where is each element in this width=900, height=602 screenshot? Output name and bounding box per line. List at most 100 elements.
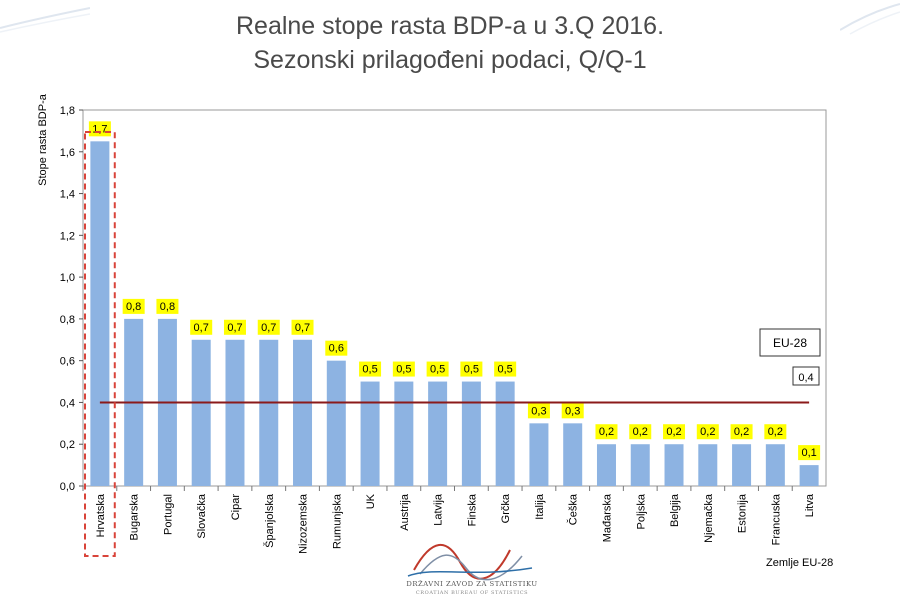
- x-category-label: Španjolska: [263, 493, 276, 548]
- bar: [630, 444, 650, 486]
- data-label-background: [359, 361, 382, 377]
- y-tick-label: 0,8: [60, 314, 75, 326]
- data-label-background: [223, 319, 246, 335]
- x-category-label: Finska: [466, 493, 478, 526]
- bureau-name-hr: DRŽAVNI ZAVOD ZA STATISTIKU: [406, 580, 538, 588]
- bar: [698, 444, 718, 486]
- data-label: 0,3: [565, 405, 580, 417]
- bar: [461, 381, 481, 486]
- data-label-background: [696, 424, 719, 440]
- bar: [326, 360, 346, 486]
- x-category-label: Austrija: [399, 493, 411, 531]
- y-tick-label: 1,0: [60, 272, 75, 284]
- x-category-label: Hrvatska: [95, 493, 107, 537]
- data-label: 0,8: [126, 301, 141, 313]
- bureau-name-en: CROATIAN BUREAU OF STATISTICS: [415, 590, 529, 596]
- x-category-label: Mađarska: [601, 493, 613, 542]
- data-label: 0,5: [498, 364, 513, 376]
- data-label: 0,2: [768, 426, 783, 438]
- highlight-frame: [84, 131, 116, 557]
- bar: [293, 339, 313, 486]
- x-category-label: Njemačka: [703, 493, 715, 543]
- legend-box: [759, 328, 821, 357]
- data-label-background: [426, 361, 449, 377]
- data-label: 0,2: [700, 426, 715, 438]
- bar: [259, 339, 279, 486]
- data-label-background: [730, 424, 753, 440]
- x-category-label: Litva: [804, 493, 816, 517]
- data-label: 0,3: [531, 405, 546, 417]
- data-label: 0,5: [396, 364, 411, 376]
- data-label-background: [595, 424, 618, 440]
- data-label-background: [190, 319, 213, 335]
- data-label: 0,5: [362, 364, 377, 376]
- bar: [495, 381, 515, 486]
- y-tick-label: 0,4: [60, 397, 75, 409]
- data-label-background: [291, 319, 314, 335]
- data-label-background: [527, 403, 550, 419]
- bar: [529, 423, 549, 486]
- x-axis-title: Zemlje EU-28: [766, 557, 834, 569]
- data-label-background: [764, 424, 787, 440]
- data-label-background: [156, 298, 179, 314]
- bar: [394, 381, 414, 486]
- y-tick-label: 1,6: [60, 147, 75, 159]
- y-tick-label: 0,0: [60, 481, 75, 493]
- y-tick-label: 0,2: [60, 439, 75, 451]
- decorative-swoosh-right: [840, 3, 900, 35]
- data-label: 0,2: [599, 426, 614, 438]
- bar: [765, 444, 785, 486]
- bar: [360, 381, 380, 486]
- data-label-background: [122, 298, 145, 314]
- bar: [664, 444, 684, 486]
- x-category-label: Rumunjska: [331, 493, 343, 549]
- decorative-swoosh-left: [0, 7, 90, 33]
- data-label: 0,7: [261, 322, 276, 334]
- y-tick-label: 1,2: [60, 230, 75, 242]
- data-label: 0,2: [666, 426, 681, 438]
- x-category-label: Belgija: [669, 493, 681, 527]
- x-category-label: Grčka: [500, 493, 512, 523]
- data-label-background: [392, 361, 415, 377]
- x-category-label: Latvija: [433, 493, 445, 526]
- bar: [732, 444, 752, 486]
- data-label-background: [494, 361, 517, 377]
- data-label: 1,7: [92, 123, 107, 135]
- data-label-background: [629, 424, 652, 440]
- x-category-label: Italija: [534, 493, 546, 520]
- reference-value-box: [792, 366, 820, 386]
- bar: [225, 339, 245, 486]
- data-label: 0,7: [194, 322, 209, 334]
- x-category-label: Estonija: [737, 493, 749, 533]
- bar: [563, 423, 583, 486]
- data-label-background: [325, 340, 348, 356]
- data-label-background: [561, 403, 584, 419]
- data-label: 0,6: [329, 343, 344, 355]
- chart-subtitle: Sezonski prilagođeni podaci, Q/Q-1: [253, 46, 647, 74]
- x-category-label: UK: [365, 493, 377, 509]
- reference-value-label: 0,4: [798, 372, 813, 384]
- data-label-background: [460, 361, 483, 377]
- data-label-background: [257, 319, 280, 335]
- data-label: 0,2: [633, 426, 648, 438]
- x-category-label: Češka: [567, 493, 580, 525]
- bar: [90, 141, 110, 487]
- data-label: 0,7: [227, 322, 242, 334]
- y-tick-label: 1,4: [60, 189, 75, 201]
- x-category-label: Bugarska: [129, 493, 141, 540]
- x-category-label: Francuska: [770, 493, 782, 545]
- x-category-label: Cipar: [230, 494, 242, 521]
- bar: [596, 444, 616, 486]
- legend-label: EU-28: [773, 336, 807, 350]
- data-label: 0,7: [295, 322, 310, 334]
- data-label-background: [663, 424, 686, 440]
- data-label: 0,8: [160, 301, 175, 313]
- bar: [799, 465, 819, 486]
- y-axis-title: Stope rasta BDP-a: [37, 93, 49, 186]
- bureau-logo: [407, 543, 533, 581]
- data-label: 0,2: [734, 426, 749, 438]
- bar: [191, 339, 211, 486]
- data-label: 0,5: [464, 364, 479, 376]
- x-category-label: Portugal: [162, 494, 174, 535]
